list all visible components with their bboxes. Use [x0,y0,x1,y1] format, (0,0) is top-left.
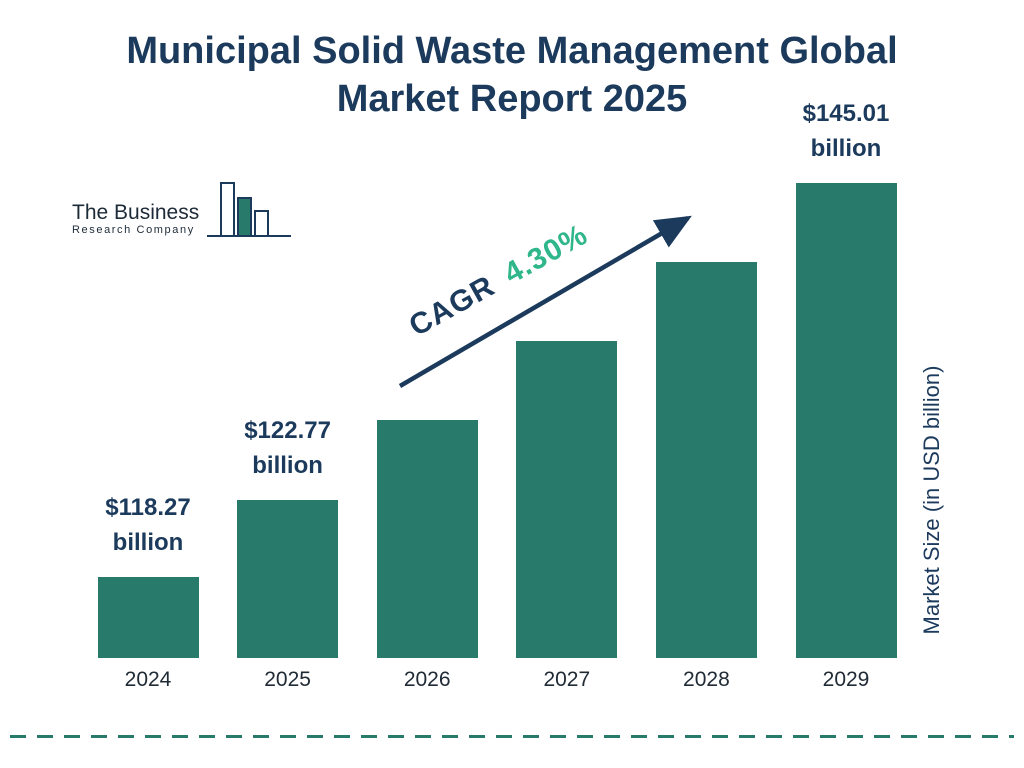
x-axis-tick-label: 2026 [403,668,451,691]
bar [376,420,478,658]
bar [516,341,618,658]
bar-group: $122.77 billion 2025 [237,414,339,691]
y-axis-label: Market Size (in USD billion) [919,365,944,635]
bar-group: $118.27 billion 2024 [97,491,199,691]
bar-group: 2028 [655,262,757,691]
bar [655,262,757,658]
x-axis-tick-label: 2028 [683,668,730,691]
logo-bars-icon [207,182,292,237]
bar-value-label: $122.77 billion [244,417,331,480]
company-logo: The Business Research Company [72,178,293,244]
bar-value-label: $118.27 billion [105,494,191,557]
bar [97,577,199,658]
bottom-dashed-line [10,735,1014,738]
bar [795,183,897,658]
x-axis-tick-label: 2029 [822,668,870,691]
bar-value-label: $145.01 billion [802,100,890,163]
x-axis-tick-label: 2024 [124,668,172,691]
bar-group: 2027 [516,341,618,691]
bar [237,500,339,658]
bar-group: 2026 [376,420,478,691]
x-axis-tick-label: 2025 [264,668,311,691]
logo-line2: Research Company [72,223,195,236]
logo-line1: The Business [72,200,200,224]
bar-group: $145.01 billion 2029 [795,97,897,691]
x-axis-tick-label: 2027 [543,668,591,691]
logo-text: The Business Research Company [72,201,199,244]
chart-title: Municipal Solid Waste Management Global … [126,30,898,120]
